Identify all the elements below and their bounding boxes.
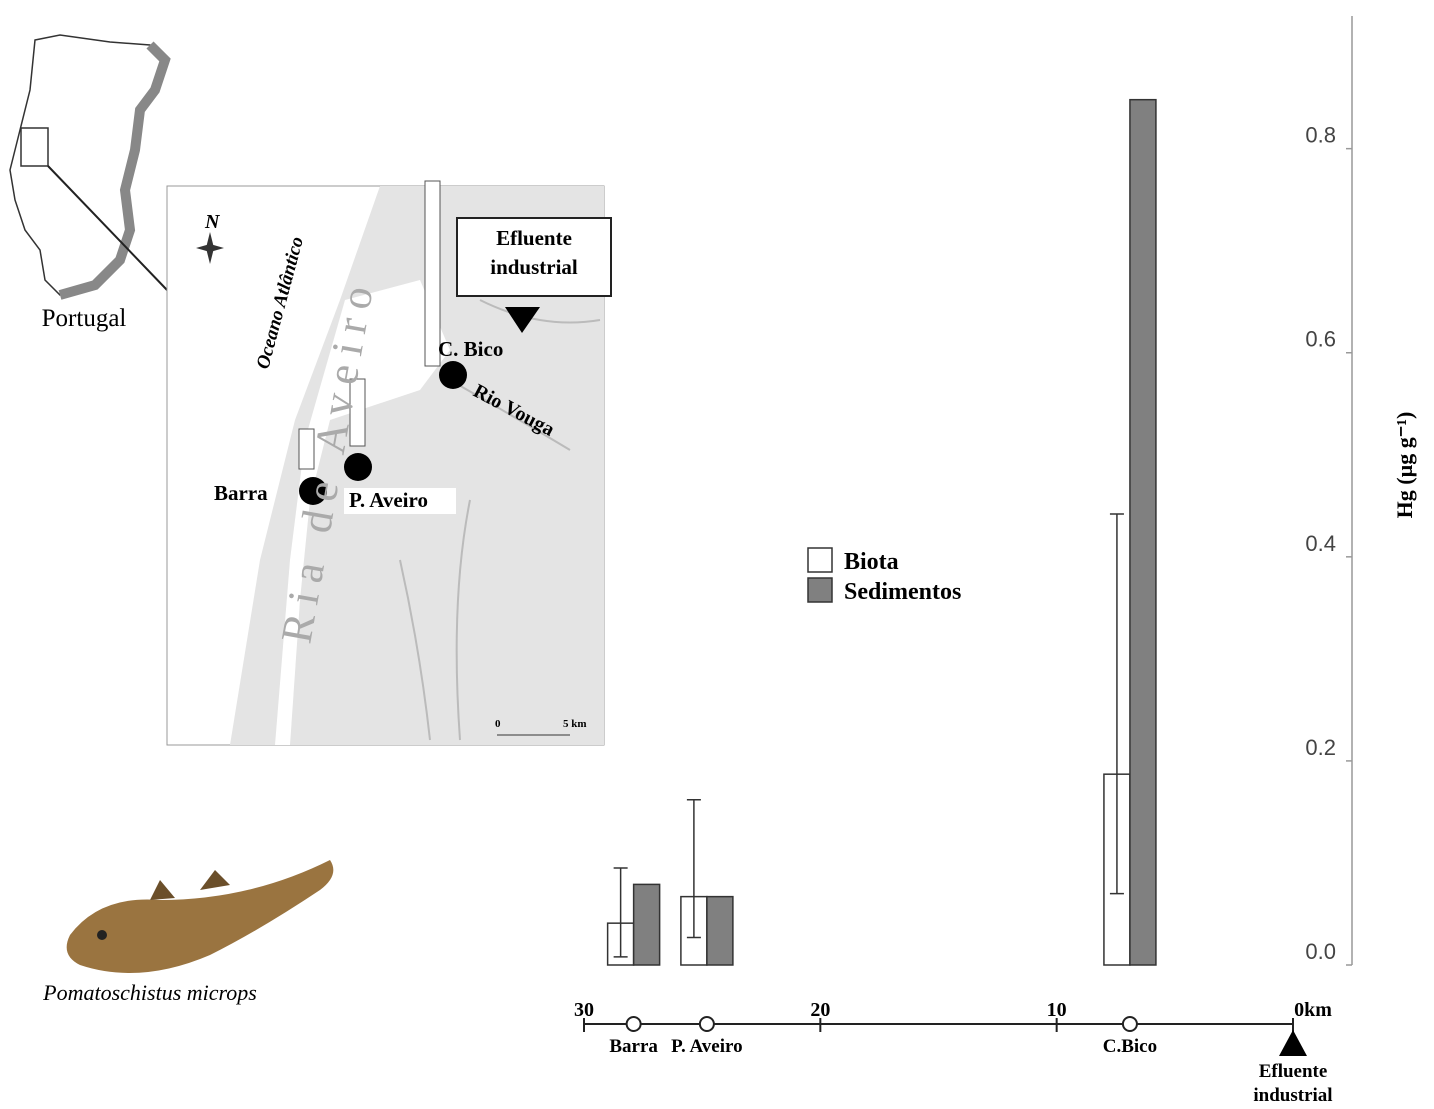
error-bar — [1109, 513, 1124, 895]
legend-label: Biota — [844, 549, 899, 575]
x-category-label: C.Bico — [1103, 1036, 1157, 1057]
y-tick-label: 0.0 — [1305, 939, 1336, 964]
station-marker — [698, 1016, 715, 1032]
site-dot — [299, 477, 327, 505]
x-category-label: Barra — [609, 1036, 658, 1057]
fish-fin — [150, 870, 230, 900]
compass — [196, 232, 224, 264]
bar — [706, 895, 734, 966]
y-tick-label: 0.6 — [1305, 327, 1336, 352]
portugal-outline — [9, 34, 166, 296]
y-axis-label: Hg (µg g⁻¹) — [1392, 412, 1417, 519]
scale-label: 5 km — [563, 718, 587, 730]
error-bar — [613, 867, 628, 958]
land — [230, 186, 604, 745]
map-bar — [424, 180, 441, 367]
rivers — [399, 299, 601, 741]
fish-eye — [97, 930, 107, 940]
y-tick-label: 0.8 — [1305, 123, 1336, 148]
effluent-marker — [1279, 1030, 1307, 1056]
station-marker — [1121, 1016, 1138, 1032]
lagoon — [275, 280, 450, 745]
map: Barra P. Aveiro C. Bico Rio Vouga Oceano… — [166, 180, 612, 746]
error-bar — [686, 798, 701, 939]
effluent-marker — [505, 307, 540, 333]
map-bar — [298, 428, 315, 470]
label-bg — [344, 488, 456, 514]
portugal-label: Portugal — [42, 305, 127, 332]
north-label: N — [204, 211, 221, 233]
effluent-box — [456, 217, 612, 297]
x-category-label: P. Aveiro — [671, 1036, 742, 1057]
bar-chart: 0.0 0.2 0.4 0.6 0.8 Hg (µg g⁻¹) 30 20 10 0km Eflue… — [574, 16, 1417, 1106]
y-tick-label: 0.2 — [1305, 735, 1336, 760]
site-label: P. Aveiro — [349, 488, 428, 512]
inset-line — [47, 165, 168, 291]
effluent-label: Efluente industrial — [1253, 1061, 1333, 1106]
bar — [1129, 98, 1157, 966]
fish: Pomatoschistus microps — [42, 860, 334, 1005]
border — [58, 41, 171, 300]
x-tick-label: 10 — [1047, 999, 1067, 1021]
site-label: C. Bico — [438, 337, 503, 361]
scale-label: 0 — [495, 718, 501, 730]
inset-box — [20, 127, 49, 167]
portugal-inset: Portugal — [9, 34, 171, 332]
effluent-label-box: Efluente industrial — [1253, 1061, 1333, 1106]
effluent-label-box: Efluente industrial — [490, 226, 578, 279]
station-marker — [625, 1016, 642, 1032]
x-tick-label: 20 — [810, 999, 830, 1021]
fish-body — [66, 860, 334, 973]
site-dot — [439, 361, 467, 389]
legend-swatch — [807, 547, 833, 573]
site-dot — [344, 453, 372, 481]
effluent-label: Efluente industrial — [490, 226, 578, 279]
x-tick-label: 30 — [574, 999, 594, 1021]
species-label: Pomatoschistus microps — [42, 980, 257, 1005]
map-bar — [349, 378, 366, 447]
legend-swatch — [807, 577, 833, 603]
legend-label: Sedimentos — [844, 579, 961, 605]
site-label: Barra — [214, 481, 268, 505]
bar — [632, 883, 661, 966]
x-tick-label: 0km — [1294, 999, 1332, 1021]
y-tick-label: 0.4 — [1305, 531, 1336, 556]
